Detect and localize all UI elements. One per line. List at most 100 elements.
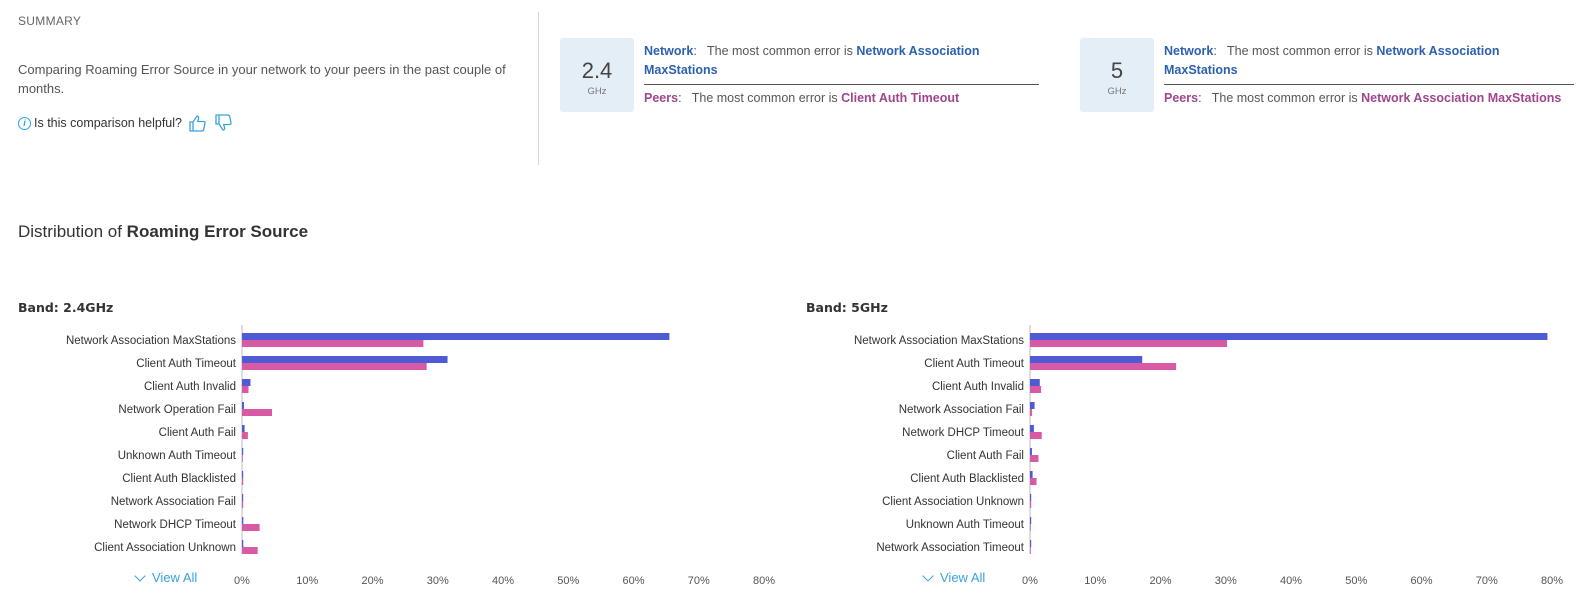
bar-peers [1030,501,1032,508]
chevron-down-icon [922,569,934,582]
bar-network [242,448,244,455]
bar-peers [1030,386,1042,393]
category-label: Unknown Auth Timeout [906,519,1025,531]
chart-title: Band: 2.4GHz [18,300,114,315]
bar-network [242,333,670,340]
category-label: Client Auth Timeout [136,358,237,370]
view-all-link[interactable]: View All [922,569,985,585]
bar-peers [1030,340,1228,347]
category-label: Client Auth Invalid [144,381,236,393]
network-text: The most common error is [1227,44,1373,58]
summary-panel: SUMMARY Comparing Roaming Error Source i… [18,14,518,132]
bar-peers [242,547,258,554]
bar-network [1030,448,1032,455]
helpful-feedback: i Is this comparison helpful? [18,114,518,132]
category-label: Client Auth Fail [159,427,236,439]
view-all-link[interactable]: View All [134,569,197,585]
category-label: Client Auth Timeout [924,358,1025,370]
bar-peers [242,432,248,439]
bar-peers [1030,478,1037,485]
category-label: Network DHCP Timeout [902,427,1025,439]
category-label: Network Association MaxStations [66,335,236,347]
bar-network [1030,517,1032,524]
bar-peers [1030,547,1031,554]
bar-network [1030,425,1034,432]
bar-peers [1030,432,1042,439]
band-insight: Network: The most common error is Networ… [1164,38,1574,112]
chevron-down-icon [134,569,146,582]
thumbs-down-icon[interactable] [214,114,234,132]
category-label: Client Auth Blacklisted [910,473,1024,485]
bar-network [1030,379,1040,386]
category-label: Client Association Unknown [94,542,236,554]
bar-peers [242,478,244,485]
network-insight: Network: The most common error is Networ… [1164,38,1574,85]
x-tick-label: 50% [557,575,579,587]
category-label: Client Association Unknown [882,496,1024,508]
peers-text: The most common error is [691,91,838,105]
x-tick-label: 60% [1410,575,1432,587]
category-label: Network Operation Fail [118,404,236,416]
bar-peers [242,340,424,347]
band-badge: 5 GHz [1080,38,1154,112]
chart-band-2-4ghz: Band: 2.4GHz 0% 10% 20% 30% 40% 50% 60% 70% 80% N… [18,300,778,595]
bar-network [1030,494,1032,501]
x-tick-label: 30% [427,575,449,587]
peers-label: Peers [1164,91,1199,105]
chart-band-5ghz: Band: 5GHz 0% 10% 20% 30% 40% 50% 60% 70% 80% Net… [806,300,1566,595]
band-value: 5 [1110,58,1124,83]
chart-title: Band: 5GHz [806,300,888,315]
peers-text: The most common error is [1211,91,1358,105]
category-label: Unknown Auth Timeout [118,450,237,462]
x-tick-label: 10% [1084,575,1106,587]
category-label: Network Association Fail [899,404,1024,416]
band-unit: GHz [1107,86,1127,97]
bar-network [242,356,448,363]
network-error: Network Association MaxStations [644,44,980,77]
x-tick-label: 0% [1022,575,1038,587]
bar-peers [1030,409,1032,416]
network-text: The most common error is [707,44,853,58]
bar-network [1030,471,1033,478]
bar-network [242,425,245,432]
bar-peers [1030,524,1031,531]
band-card-2-4ghz: 2.4 GHz Network: The most common error i… [560,38,1039,112]
category-label: Network Association MaxStations [854,335,1024,347]
bar-peers [242,386,249,393]
network-error: Network Association MaxStations [1164,44,1500,77]
peers-insight: Peers: The most common error is Network … [1164,91,1562,105]
bar-network [1030,402,1035,409]
band-value: 2.4 [581,58,613,83]
x-tick-label: 80% [753,575,775,587]
thumbs-up-icon[interactable] [188,114,208,132]
peers-error: Client Auth Timeout [841,91,960,105]
bar-network [242,517,244,524]
x-tick-label: 30% [1215,575,1237,587]
bar-network [242,494,244,501]
band-card-5ghz: 5 GHz Network: The most common error is … [1080,38,1574,112]
bar-network [242,402,244,409]
bar-peers [242,363,427,370]
bar-peers [242,455,243,462]
distribution-title: Distribution of Roaming Error Source [18,222,308,242]
peers-label: Peers [644,91,679,105]
x-tick-label: 20% [1149,575,1171,587]
bar-network [242,471,244,478]
distribution-title-prefix: Distribution of [18,222,122,241]
network-label: Network [1164,44,1214,58]
helpful-question: Is this comparison helpful? [34,116,182,130]
category-label: Client Auth Invalid [932,381,1024,393]
bar-peers [1030,363,1177,370]
x-tick-label: 10% [296,575,318,587]
network-insight: Network: The most common error is Networ… [644,38,1039,85]
chart-svg: 0% 10% 20% 30% 40% 50% 60% 70% 80% Network Associ… [66,325,775,587]
bar-network [1030,356,1143,363]
x-tick-label: 80% [1541,575,1563,587]
x-tick-label: 70% [1476,575,1498,587]
category-label: Network DHCP Timeout [114,519,237,531]
bar-peers [242,524,260,531]
category-label: Network Association Timeout [876,542,1024,554]
x-tick-label: 40% [492,575,514,587]
network-label: Network [644,44,694,58]
band-badge: 2.4 GHz [560,38,634,112]
